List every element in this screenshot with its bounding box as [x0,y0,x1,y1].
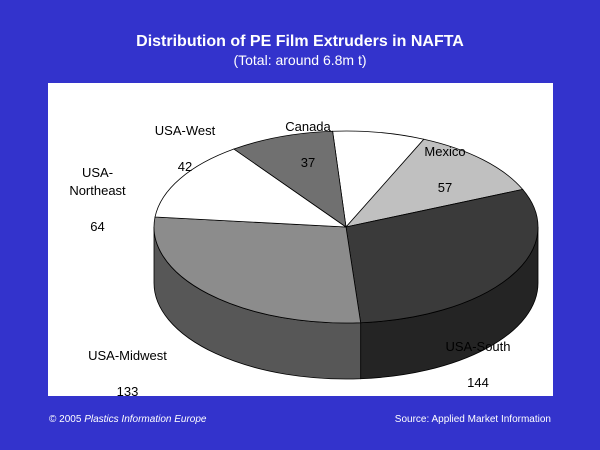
label-mexico-value: 57 [437,180,453,195]
footer-source: Source: Applied Market Information [394,414,551,425]
slice-canada [332,130,425,228]
plot-area: Canada 37 Mexico 57 USA-South 144 USA-Mi… [48,83,553,399]
slice-usa-south [345,188,539,324]
label-usa-northeast-name: USA- Northeast [69,165,126,198]
label-mexico-name: Mexico [424,144,466,159]
label-usa-northeast: USA- Northeast 64 [50,146,145,236]
chart-title: Distribution of PE Film Extruders in NAF… [136,33,464,50]
label-usa-northeast-value: 64 [90,219,105,234]
label-usa-midwest: USA-Midwest 133 [70,329,185,401]
label-canada: Canada 37 [268,100,348,172]
label-usa-south-name: USA-South [445,339,511,354]
pie-chart [153,130,539,380]
label-usa-south-value: 144 [467,375,489,390]
label-canada-name: Canada [285,119,331,134]
label-usa-west-name: USA-West [154,123,216,138]
label-mexico: Mexico 57 [400,125,490,197]
label-usa-west-value: 42 [177,159,193,174]
slice-usa-west [233,130,347,228]
label-usa-midwest-name: USA-Midwest [88,348,167,363]
slice-usa-midwest [153,216,362,324]
pie-top-faces [153,130,539,324]
slice-usa-northeast [154,148,348,228]
footer-copyright: © 2005 Plastics Information Europe [49,414,206,425]
label-usa-west: USA-West 42 [140,104,230,176]
chart-subtitle: (Total: around 6.8m t) [233,52,367,68]
label-canada-value: 37 [300,155,316,170]
slice-mexico [344,138,524,228]
copyright-text: © 2005 [49,414,82,425]
publisher-text: Plastics Information Europe [84,414,207,425]
label-usa-midwest-value: 133 [116,384,139,399]
label-usa-south: USA-South 144 [428,320,528,392]
